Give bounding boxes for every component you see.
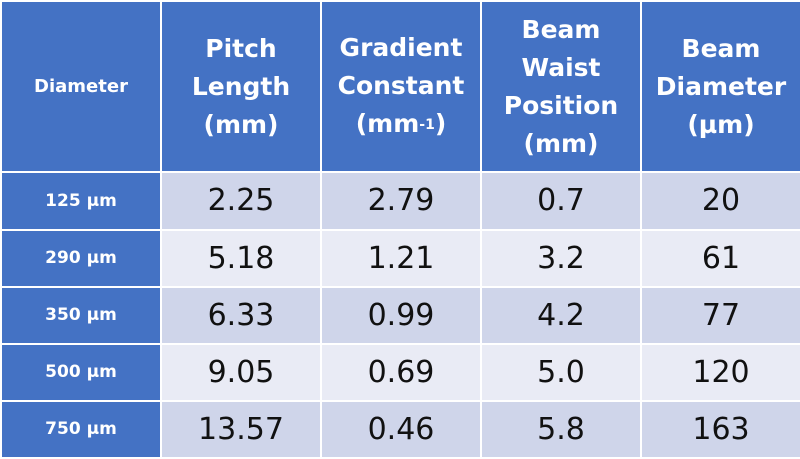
header-line: Gradient <box>339 33 463 63</box>
row-header: 750 µm <box>0 399 162 459</box>
table-cell: 3.2 <box>480 228 642 288</box>
row-header: 500 µm <box>0 342 162 402</box>
header-line: Beam <box>681 33 761 63</box>
header-line: (mm) <box>203 109 279 139</box>
header-line: (µm) <box>687 109 755 139</box>
table-cell: 0.69 <box>320 342 482 402</box>
row-header: 350 µm <box>0 285 162 345</box>
header-line: Waist <box>521 52 601 82</box>
row-header: 290 µm <box>0 228 162 288</box>
header-line: Diameter <box>655 71 787 101</box>
header-line: Pitch <box>205 33 277 63</box>
unit-close: ) <box>434 109 447 139</box>
table-cell: 2.79 <box>320 171 482 231</box>
table-cell: 0.99 <box>320 285 482 345</box>
header-line: Length <box>191 71 291 101</box>
table-cell: 5.0 <box>480 342 642 402</box>
unit-superscript: -1 <box>419 117 435 134</box>
table-row: 750 µm 13.57 0.46 5.8 163 <box>0 399 800 459</box>
column-header-gradient-constant: Gradient Constant (mm-1) <box>320 0 482 174</box>
table-row: 125 µm 2.25 2.79 0.7 20 <box>0 171 800 231</box>
table-cell: 6.33 <box>160 285 322 345</box>
header-line: Position <box>503 90 619 120</box>
column-header-pitch-length: Pitch Length (mm) <box>160 0 322 174</box>
table-cell: 5.18 <box>160 228 322 288</box>
unit-base: (mm <box>355 109 420 139</box>
header-unit: (mm-1) <box>322 105 480 144</box>
table-cell: 0.46 <box>320 399 482 459</box>
table-cell: 20 <box>640 171 800 231</box>
table-row: 500 µm 9.05 0.69 5.0 120 <box>0 342 800 402</box>
table-cell: 9.05 <box>160 342 322 402</box>
table-cell: 1.21 <box>320 228 482 288</box>
header-line: (mm) <box>523 128 599 158</box>
header-line: Constant <box>337 71 465 101</box>
table-row: 290 µm 5.18 1.21 3.2 61 <box>0 228 800 288</box>
column-header-beam-diameter: Beam Diameter (µm) <box>640 0 800 174</box>
table-cell: 4.2 <box>480 285 642 345</box>
table-row: 350 µm 6.33 0.99 4.2 77 <box>0 285 800 345</box>
row-header: 125 µm <box>0 171 162 231</box>
table-cell: 163 <box>640 399 800 459</box>
corner-header-diameter: Diameter <box>0 0 162 174</box>
table-cell: 120 <box>640 342 800 402</box>
table-cell: 77 <box>640 285 800 345</box>
table-cell: 13.57 <box>160 399 322 459</box>
table-cell: 2.25 <box>160 171 322 231</box>
header-line: Beam <box>521 14 601 44</box>
table-cell: 0.7 <box>480 171 642 231</box>
header-row: Diameter Pitch Length (mm) Gradient Cons… <box>0 0 800 174</box>
table-cell: 61 <box>640 228 800 288</box>
table-cell: 5.8 <box>480 399 642 459</box>
column-header-beam-waist-position: Beam Waist Position (mm) <box>480 0 642 174</box>
